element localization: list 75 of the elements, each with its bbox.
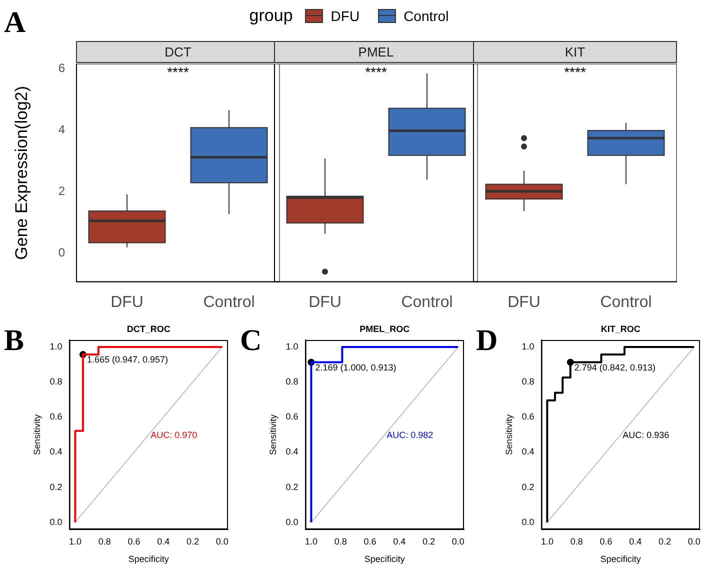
chart-title: PMEL <box>358 44 394 60</box>
y-tick-label: 0.2 <box>522 482 534 492</box>
x-tick-label: 0.0 <box>216 536 228 546</box>
x-tick-label: 0.4 <box>157 536 170 546</box>
y-tick-label: 0.0 <box>522 516 534 527</box>
x-tick-label: 1.0 <box>304 536 318 546</box>
annotation: 2.794 (0.842, 0.913) <box>574 362 656 372</box>
y-tick-label: 6 <box>58 60 66 75</box>
annotation: 1.665 (0.947, 0.957) <box>86 354 168 365</box>
y-tick-label: 1.0 <box>50 342 62 352</box>
x-tick-label: 0.6 <box>364 536 376 546</box>
y-tick-label: 1.0 <box>286 342 298 352</box>
text: C <box>240 324 262 357</box>
y-tick-label: 0.4 <box>522 446 534 457</box>
y-tick-label: 0.4 <box>286 446 298 457</box>
y-tick-label: 0.6 <box>522 412 534 422</box>
y-axis-title: Gene Expression(log2) <box>12 86 31 260</box>
y-tick-label: 0.6 <box>50 412 62 422</box>
y-tick-label: 0.0 <box>286 516 298 527</box>
x-tick-label: DFU <box>308 294 342 311</box>
x-tick-label: 0.8 <box>334 536 347 546</box>
text: B <box>4 324 24 357</box>
x-tick-label: Control <box>401 294 453 311</box>
y-tick-label: 2 <box>58 184 66 198</box>
legend-title: group <box>249 6 293 26</box>
chart-title: DCT <box>164 44 192 60</box>
x-tick-label: 0.8 <box>98 536 111 546</box>
y-axis-title: Sensitivity <box>268 414 278 455</box>
x-tick-label: 0.8 <box>570 536 583 546</box>
x-tick-label: 0.4 <box>629 536 642 546</box>
y-tick-label: 0 <box>58 246 66 260</box>
y-tick-label: 0.6 <box>286 412 298 422</box>
chart-title: DCT_ROC <box>126 324 171 334</box>
y-axis-title: Sensitivity <box>504 414 514 455</box>
x-tick-label: 0.4 <box>393 536 406 546</box>
x-axis-title: Specificity <box>128 554 170 564</box>
legend-label: DFU <box>330 8 360 24</box>
annotation: AUC: 0.970 <box>150 430 198 440</box>
y-tick-label: 0.0 <box>50 516 62 527</box>
y-tick-label: 4 <box>58 122 66 136</box>
y-tick-label: 0.8 <box>286 376 298 387</box>
annotation: AUC: 0.982 <box>386 430 434 440</box>
chart-title: PMEL_ROC <box>360 324 410 334</box>
x-tick-label: 1.0 <box>540 536 554 546</box>
x-tick-label: Control <box>203 294 255 311</box>
y-tick-label: 1.0 <box>522 342 534 352</box>
x-tick-label: 0.2 <box>658 536 671 546</box>
x-tick-label: 0.6 <box>128 536 140 546</box>
x-tick-label: 0.2 <box>186 536 199 546</box>
x-tick-label: 0.6 <box>600 536 612 546</box>
annotation: AUC: 0.936 <box>622 430 670 440</box>
annotation: **** <box>564 64 586 80</box>
x-tick-label: 1.0 <box>68 536 82 546</box>
y-tick-label: 0.4 <box>50 446 62 457</box>
x-axis-title: Specificity <box>364 554 406 564</box>
chart-title: KIT <box>564 44 586 60</box>
x-tick-label: Control <box>600 294 652 311</box>
x-axis-title: Specificity <box>600 554 642 564</box>
y-tick-label: 0.2 <box>286 482 298 492</box>
y-tick-label: 0.2 <box>50 482 62 492</box>
text: D <box>476 324 498 357</box>
x-tick-label: 0.0 <box>452 536 464 546</box>
y-tick-label: 0.8 <box>50 376 62 387</box>
annotation: 2.169 (1.000, 0.913) <box>315 362 396 372</box>
annotation: **** <box>167 64 190 80</box>
x-tick-label: 0.0 <box>688 536 700 546</box>
x-tick-label: DFU <box>110 294 144 311</box>
legend-label: Control <box>404 8 449 24</box>
x-tick-label: 0.2 <box>422 536 435 546</box>
chart-title: KIT_ROC <box>600 324 641 334</box>
text: A <box>4 6 26 39</box>
annotation: **** <box>365 64 388 80</box>
y-tick-label: 0.8 <box>522 376 534 387</box>
y-axis-title: Sensitivity <box>32 414 42 455</box>
x-tick-label: DFU <box>508 294 540 311</box>
